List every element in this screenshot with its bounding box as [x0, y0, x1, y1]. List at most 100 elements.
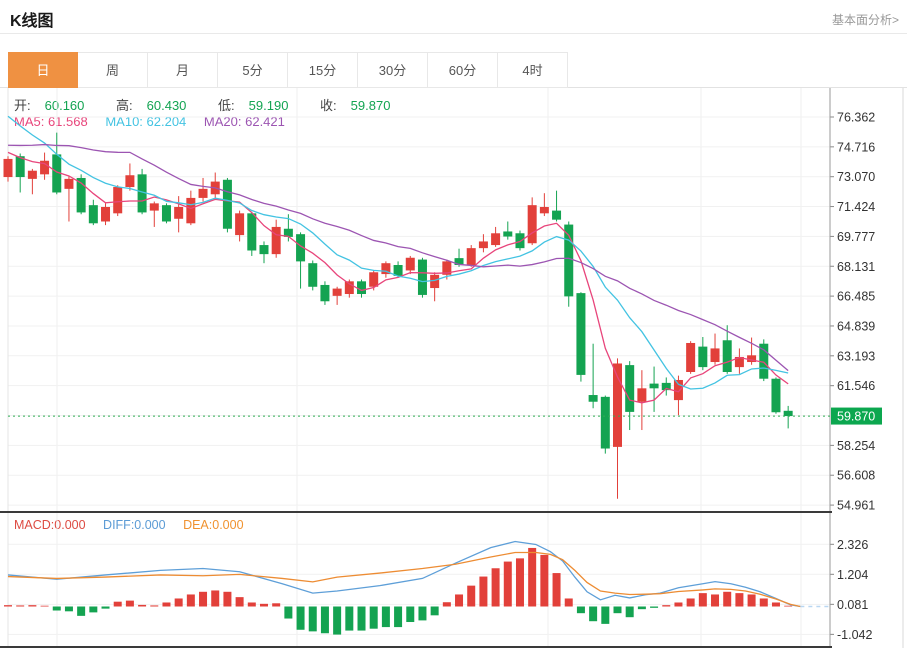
candlestick[interactable]	[698, 346, 708, 368]
macd-bar[interactable]	[430, 606, 439, 616]
candlestick[interactable]	[3, 158, 13, 178]
macd-bar[interactable]	[759, 598, 768, 607]
macd-bar[interactable]	[613, 606, 622, 614]
macd-bar[interactable]	[698, 593, 707, 607]
macd-bar[interactable]	[394, 606, 403, 628]
macd-bar[interactable]	[345, 606, 354, 631]
candlestick[interactable]	[393, 265, 403, 276]
macd-bar[interactable]	[491, 568, 500, 607]
macd-bar[interactable]	[16, 605, 25, 607]
macd-bar[interactable]	[735, 593, 744, 607]
macd-bar[interactable]	[442, 602, 451, 607]
macd-bar[interactable]	[199, 591, 208, 607]
candlestick[interactable]	[381, 263, 391, 275]
candlestick[interactable]	[686, 342, 696, 373]
candlestick[interactable]	[52, 154, 62, 193]
fundamental-analysis-link[interactable]: 基本面分析>	[831, 13, 899, 27]
macd-bar[interactable]	[162, 602, 171, 607]
macd-bar[interactable]	[686, 598, 695, 607]
candlestick[interactable]	[222, 179, 232, 229]
candlestick[interactable]	[552, 210, 562, 220]
candlestick[interactable]	[27, 170, 37, 179]
tab-4时[interactable]: 4时	[498, 52, 568, 88]
candlestick[interactable]	[503, 231, 513, 237]
macd-bar[interactable]	[784, 605, 793, 607]
macd-bar[interactable]	[711, 594, 720, 607]
tab-5分[interactable]: 5分	[218, 52, 288, 88]
macd-bar[interactable]	[455, 594, 464, 607]
candlestick[interactable]	[613, 363, 622, 447]
macd-bar[interactable]	[528, 547, 537, 607]
macd-bar[interactable]	[308, 606, 317, 632]
candlestick[interactable]	[15, 156, 25, 178]
candlestick[interactable]	[88, 205, 98, 224]
macd-bar[interactable]	[552, 573, 561, 607]
candlestick[interactable]	[40, 160, 50, 175]
macd-bar[interactable]	[625, 606, 634, 618]
candlestick[interactable]	[747, 355, 757, 363]
macd-bar[interactable]	[101, 606, 110, 609]
candlestick[interactable]	[637, 388, 647, 402]
macd-bar[interactable]	[406, 606, 415, 623]
candlestick[interactable]	[515, 233, 525, 249]
candlestick[interactable]	[308, 263, 318, 287]
candlestick[interactable]	[369, 272, 379, 287]
macd-bar[interactable]	[4, 605, 12, 607]
tab-日[interactable]: 日	[8, 52, 78, 88]
candlestick[interactable]	[527, 205, 537, 244]
candlestick[interactable]	[417, 259, 427, 295]
candlestick[interactable]	[661, 382, 671, 391]
candlestick[interactable]	[454, 258, 464, 266]
candlestick[interactable]	[491, 233, 501, 246]
candlestick[interactable]	[161, 205, 171, 222]
candlestick[interactable]	[357, 281, 367, 295]
candlestick[interactable]	[600, 396, 610, 449]
candlestick[interactable]	[283, 228, 293, 237]
tab-60分[interactable]: 60分	[428, 52, 498, 88]
kline-chart-canvas[interactable]: 76.362 74.716 73.070 71.424 69.777 68.131 66.4…	[0, 88, 907, 650]
macd-bar[interactable]	[150, 605, 159, 607]
macd-bar[interactable]	[247, 602, 256, 607]
candlestick[interactable]	[564, 224, 574, 297]
macd-bar[interactable]	[369, 606, 378, 629]
macd-bar[interactable]	[662, 605, 671, 607]
candlestick[interactable]	[734, 356, 744, 368]
macd-bar[interactable]	[564, 598, 573, 607]
candlestick[interactable]	[149, 203, 159, 211]
macd-bar[interactable]	[747, 594, 756, 607]
macd-bar[interactable]	[211, 590, 220, 607]
candlestick[interactable]	[710, 348, 720, 363]
macd-bar[interactable]	[52, 606, 61, 611]
candlestick[interactable]	[576, 293, 586, 375]
candlestick[interactable]	[405, 257, 415, 271]
candlestick[interactable]	[76, 177, 86, 213]
macd-bar[interactable]	[601, 606, 610, 624]
candlestick[interactable]	[625, 365, 635, 412]
macd-bar[interactable]	[138, 604, 147, 607]
macd-bar[interactable]	[771, 602, 780, 607]
macd-bar[interactable]	[296, 606, 305, 630]
macd-bar[interactable]	[28, 605, 37, 607]
macd-bar[interactable]	[40, 605, 49, 607]
candlestick[interactable]	[64, 178, 74, 189]
candlestick[interactable]	[649, 383, 659, 389]
macd-bar[interactable]	[272, 603, 281, 607]
candlestick[interactable]	[137, 174, 147, 213]
candlestick[interactable]	[430, 274, 440, 289]
macd-bar[interactable]	[113, 601, 122, 607]
tab-30分[interactable]: 30分	[358, 52, 428, 88]
candlestick[interactable]	[332, 288, 342, 296]
macd-bar[interactable]	[418, 606, 427, 621]
macd-bar[interactable]	[64, 606, 73, 612]
candlestick[interactable]	[759, 343, 769, 379]
tab-15分[interactable]: 15分	[288, 52, 358, 88]
macd-bar[interactable]	[479, 576, 488, 607]
candlestick[interactable]	[125, 175, 135, 188]
candlestick[interactable]	[466, 248, 476, 266]
macd-bar[interactable]	[174, 598, 183, 607]
candlestick[interactable]	[174, 206, 184, 219]
candlestick[interactable]	[673, 379, 683, 401]
macd-bar[interactable]	[723, 591, 732, 607]
macd-bar[interactable]	[540, 554, 549, 607]
candlestick[interactable]	[783, 410, 793, 417]
